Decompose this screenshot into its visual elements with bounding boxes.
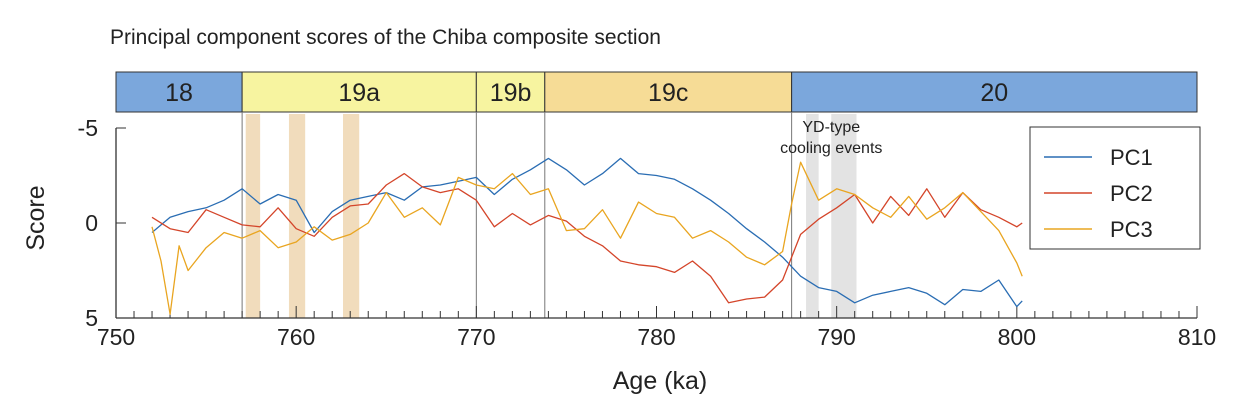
shaded-band [245,114,261,318]
stage-label: 19b [490,79,532,107]
shaded-bands [245,114,857,318]
shaded-band [288,114,306,318]
axes: 750 760 770 780 790 800 810 -5 0 5 [78,115,1217,350]
stage-label: 19c [648,79,688,107]
legend-label: PC2 [1110,181,1153,206]
stage-bar: 18 19a 19b 19c 20 [115,71,1198,113]
stage-box [241,71,477,113]
stage-label: 18 [165,79,193,107]
annotation-text: cooling events [780,140,882,157]
y-tick-label: 0 [85,210,98,236]
series-line-pc2 [151,172,1023,304]
shaded-band [806,114,819,318]
series-lines [151,157,1023,315]
x-tick-label: 750 [97,324,135,350]
stage-dividers [241,112,793,318]
x-tick-label: 810 [1178,324,1216,350]
annotation-text: YD-type [802,119,860,136]
shaded-band [343,114,360,318]
x-tick-label: 790 [817,324,855,350]
annotation: YD-type cooling events [780,119,882,157]
y-tick-label: 5 [85,305,98,331]
stage-box [475,71,546,113]
stage-box [791,71,1198,113]
x-axis-label: Age (ka) [613,367,707,395]
legend: PC1 PC2 PC3 [1029,126,1201,250]
x-tick-label: 770 [457,324,495,350]
x-tick-label: 760 [277,324,315,350]
legend-label: PC3 [1110,217,1153,242]
y-axis-label: Score [22,185,50,250]
legend-label: PC1 [1110,145,1153,170]
x-tick-label: 780 [637,324,675,350]
stage-label: 20 [980,79,1008,107]
y-tick-label: -5 [78,115,98,141]
series-line-pc3 [151,161,1023,315]
stage-label: 19a [338,79,380,107]
chart-title: Principal component scores of the Chiba … [110,26,661,49]
shaded-band [831,114,857,318]
x-tick-label: 800 [998,324,1036,350]
stage-box [544,71,793,113]
stage-box [115,71,243,113]
series-line-pc1 [151,157,1023,308]
